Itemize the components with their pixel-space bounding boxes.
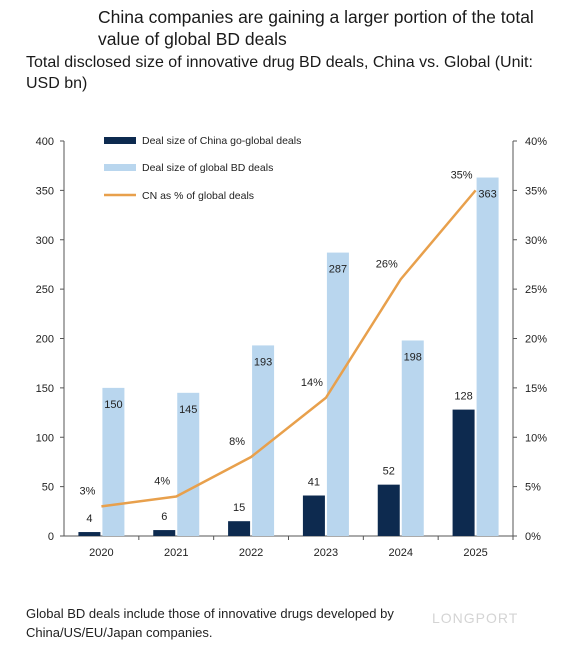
bar-global-bd <box>401 340 424 536</box>
legend-swatch-global <box>104 164 136 171</box>
bar-china-label: 4 <box>86 513 92 525</box>
bar-global-label: 198 <box>404 351 422 363</box>
y-right-tick-label: 40% <box>525 136 547 148</box>
y-left-tick-label: 100 <box>36 432 54 444</box>
bar-china-go-global <box>78 532 101 536</box>
line-point-label: 35% <box>451 169 473 181</box>
line-cn-share <box>101 189 477 508</box>
y-left-tick-label: 50 <box>42 482 54 494</box>
x-tick-label: 2021 <box>164 547 188 559</box>
bar-china-go-global <box>153 530 176 536</box>
chart-subtitle: Total disclosed size of innovative drug … <box>26 54 533 92</box>
y-left-tick-label: 250 <box>36 284 54 296</box>
bar-global-bd <box>326 252 349 536</box>
x-tick-label: 2025 <box>463 547 487 559</box>
bar-china-label: 6 <box>161 511 167 523</box>
bar-china-label: 41 <box>308 477 320 489</box>
line-point-label: 4% <box>154 476 170 488</box>
bar-global-bd <box>177 392 200 536</box>
y-left-tick-label: 300 <box>36 235 54 247</box>
bar-global-bd <box>102 387 125 536</box>
line-point-label: 14% <box>301 377 323 389</box>
bar-china-label: 15 <box>233 502 245 514</box>
chart-title-text: China companies are gaining a larger por… <box>98 7 534 49</box>
y-right-tick-label: 15% <box>525 383 547 395</box>
y-left-tick-label: 400 <box>36 136 54 148</box>
longport-watermark: LONGPORT <box>432 610 519 626</box>
y-right-tick-label: 0% <box>525 531 541 543</box>
legend-label-global: Deal size of global BD deals <box>142 162 273 174</box>
bar-global-label: 150 <box>104 399 122 411</box>
y-right-tick-label: 25% <box>525 284 547 296</box>
line-point-label: 8% <box>229 436 245 448</box>
line-point-label: 3% <box>79 485 95 497</box>
bar-china-go-global <box>228 521 251 536</box>
bar-china-go-global <box>377 484 400 536</box>
y-right-tick-label: 5% <box>525 482 541 494</box>
y-left-tick-label: 200 <box>36 334 54 346</box>
x-tick-label: 2020 <box>89 547 113 559</box>
bar-global-bd <box>476 177 499 536</box>
bar-global-bd <box>252 345 275 536</box>
y-right-tick-label: 35% <box>525 185 547 197</box>
y-left-tick-label: 150 <box>36 383 54 395</box>
x-tick-label: 2022 <box>239 547 263 559</box>
y-right-tick-label: 10% <box>525 432 547 444</box>
line-point-label: 26% <box>376 258 398 270</box>
legend-label-share: CN as % of global deals <box>142 190 254 202</box>
legend-swatch-china <box>104 137 136 144</box>
y-left-tick-label: 350 <box>36 185 54 197</box>
chart-footnote: Global BD deals include those of innovat… <box>26 606 394 640</box>
bar-china-label: 52 <box>383 466 395 478</box>
x-tick-label: 2023 <box>314 547 338 559</box>
y-right-tick-label: 20% <box>525 334 547 346</box>
legend-label-china: Deal size of China go-global deals <box>142 135 301 147</box>
bar-china-go-global <box>452 409 475 536</box>
chart-title: China companies are gaining a larger por… <box>26 6 575 50</box>
y-left-tick-label: 0 <box>48 531 54 543</box>
bar-global-label: 287 <box>329 264 347 276</box>
bar-china-go-global <box>302 495 325 536</box>
bar-global-label: 145 <box>179 404 197 416</box>
bar-global-label: 193 <box>254 356 272 368</box>
bar-china-label: 128 <box>454 391 472 403</box>
x-tick-label: 2024 <box>389 547 413 559</box>
bar-global-label: 363 <box>478 189 496 201</box>
y-right-tick-label: 30% <box>525 235 547 247</box>
